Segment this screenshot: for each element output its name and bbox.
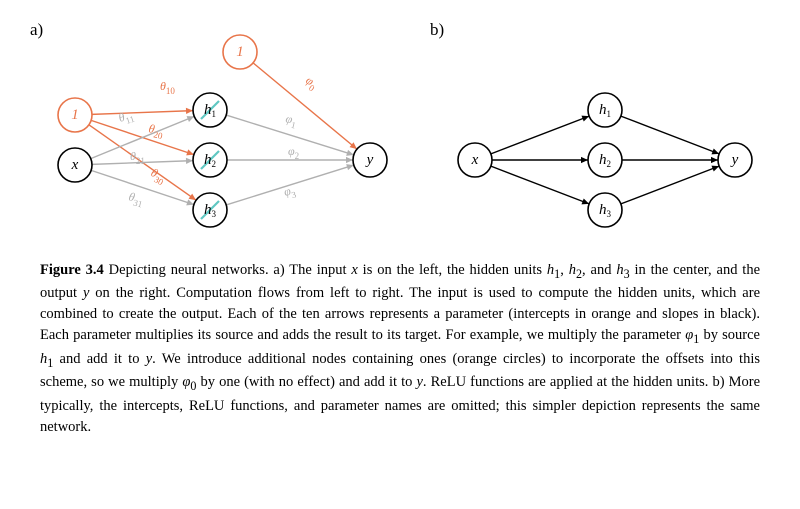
svg-text:y: y	[730, 152, 739, 168]
caption-lead: Figure 3.4	[40, 262, 104, 278]
svg-text:θ31: θ31	[127, 189, 146, 209]
svg-text:1: 1	[71, 107, 79, 123]
figure-row: a) θ10θ20θ30θ11θ21θ31φ0φ1φ2φ3x11h1h2h3y …	[30, 20, 770, 240]
svg-text:θ11: θ11	[117, 107, 136, 128]
caption-body: Depicting neural networks. a) The input …	[40, 262, 760, 435]
svg-text:x: x	[471, 152, 479, 168]
diagram-b: xh1h2h3y	[430, 20, 770, 240]
diagram-a: θ10θ20θ30θ11θ21θ31φ0φ1φ2φ3x11h1h2h3y	[30, 20, 410, 240]
panel-b: b) xh1h2h3y	[430, 20, 770, 240]
svg-text:φ0: φ0	[302, 73, 321, 94]
svg-text:x: x	[71, 157, 79, 173]
figure-caption: Figure 3.4 Depicting neural networks. a)…	[30, 260, 770, 438]
svg-text:θ20: θ20	[147, 121, 166, 141]
svg-text:φ2: φ2	[288, 144, 299, 161]
svg-text:φ1: φ1	[284, 111, 299, 130]
panel-b-label: b)	[430, 20, 444, 40]
svg-text:y: y	[365, 152, 374, 168]
svg-text:1: 1	[236, 44, 244, 60]
panel-a: a) θ10θ20θ30θ11θ21θ31φ0φ1φ2φ3x11h1h2h3y	[30, 20, 410, 240]
panel-a-label: a)	[30, 20, 43, 40]
svg-text:θ10: θ10	[160, 79, 175, 96]
